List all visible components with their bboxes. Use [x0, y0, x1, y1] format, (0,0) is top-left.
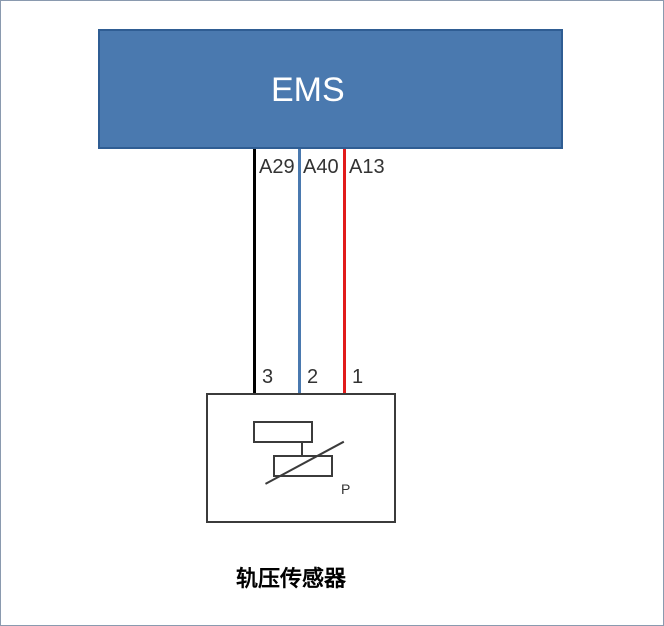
wire-2	[298, 149, 301, 393]
wire-3	[253, 149, 256, 393]
ems-label: EMS	[271, 71, 345, 110]
sensor-symbol-p-label: P	[341, 481, 350, 497]
caption: 轨压传感器	[236, 561, 346, 593]
bottom-pin-label-0: 3	[262, 366, 273, 389]
sensor-symbol-connector	[301, 443, 303, 455]
top-pin-label-2: A13	[349, 156, 385, 179]
sensor-symbol-rect-1	[253, 421, 313, 443]
top-pin-label-0: A29	[259, 156, 295, 179]
sensor-box: P	[206, 393, 396, 523]
top-pin-label-1: A40	[303, 156, 339, 179]
bottom-pin-label-2: 1	[352, 366, 363, 389]
wire-1	[343, 149, 346, 393]
diagram-canvas: EMS A29 A40 A13 3 2 1 P 轨压传感器	[0, 0, 664, 626]
bottom-pin-label-1: 2	[307, 366, 318, 389]
